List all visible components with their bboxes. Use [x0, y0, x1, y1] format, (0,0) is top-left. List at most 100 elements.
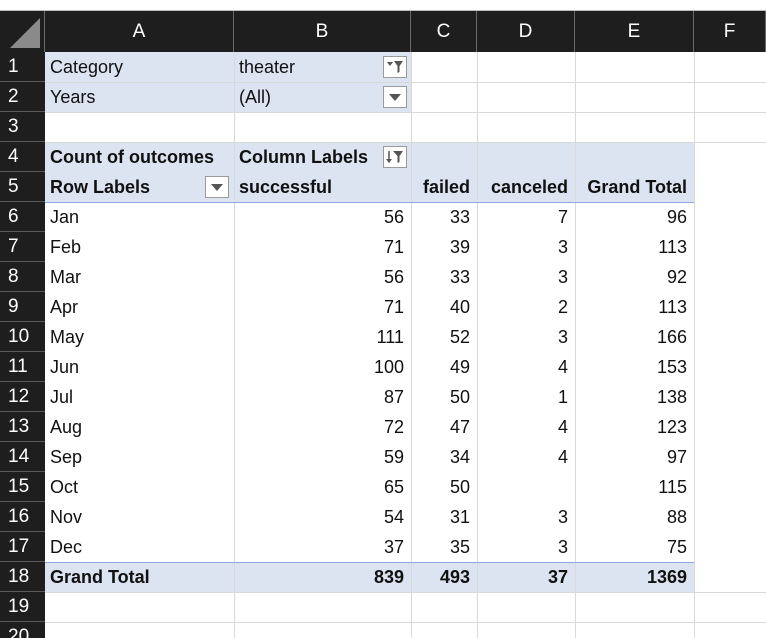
pivot-cell-failed[interactable]: 33	[449, 267, 470, 287]
grand-total-successful[interactable]: 839	[373, 567, 404, 587]
row-header-1[interactable]: 1	[0, 52, 45, 82]
pivot-row-label[interactable]: Jun	[50, 357, 80, 377]
pivot-cell-failed[interactable]: 50	[449, 387, 470, 407]
pivot-cell-canceled[interactable]: 3	[557, 507, 568, 527]
column-labels-filter-button[interactable]	[383, 146, 407, 168]
pivot-row-label[interactable]: Dec	[50, 537, 83, 557]
column-header-d[interactable]: D	[477, 11, 575, 52]
pivot-column-labels[interactable]: Column Labels	[239, 147, 369, 167]
pivot-cell-successful[interactable]: 59	[383, 447, 404, 467]
pivot-cell-successful[interactable]: 56	[383, 267, 404, 287]
pivot-cell-successful[interactable]: 100	[373, 357, 404, 377]
pivot-cell-successful[interactable]: 111	[376, 327, 404, 347]
pivot-cell-successful[interactable]: 72	[383, 417, 404, 437]
pivot-cell-canceled[interactable]: 4	[557, 447, 568, 467]
pivot-cell-total[interactable]: 115	[658, 477, 687, 497]
pivot-cell-failed[interactable]: 50	[449, 477, 470, 497]
column-header-e[interactable]: E	[575, 11, 694, 52]
grand-total-label[interactable]: Grand Total	[50, 567, 150, 587]
row-header-8[interactable]: 8	[0, 262, 45, 292]
pivot-row-label[interactable]: Feb	[50, 237, 82, 257]
pivot-cell-total[interactable]: 166	[656, 327, 687, 347]
pivot-cell-failed[interactable]: 35	[449, 537, 470, 557]
pivot-cell-failed[interactable]: 31	[449, 507, 470, 527]
row-header-2[interactable]: 2	[0, 82, 45, 112]
pivot-cell-successful[interactable]: 65	[383, 477, 404, 497]
row-header-5[interactable]: 5	[0, 172, 45, 202]
pivot-header-failed[interactable]: failed	[422, 177, 470, 197]
pivot-cell-canceled[interactable]: 4	[557, 357, 568, 377]
row-labels-filter-button[interactable]	[205, 176, 229, 198]
filter-category-label[interactable]: Category	[50, 57, 124, 77]
pivot-row-label[interactable]: May	[50, 327, 85, 347]
row-header-9[interactable]: 9	[0, 292, 45, 322]
pivot-cell-total[interactable]: 88	[666, 507, 687, 527]
column-header-f[interactable]: F	[694, 11, 766, 52]
pivot-cell-canceled[interactable]: 3	[557, 267, 568, 287]
select-all-corner[interactable]	[0, 11, 45, 52]
pivot-cell-successful[interactable]: 37	[383, 537, 404, 557]
row-header-15[interactable]: 15	[0, 472, 45, 502]
row-header-17[interactable]: 17	[0, 532, 45, 562]
pivot-cell-total[interactable]: 96	[666, 207, 687, 227]
pivot-cell-failed[interactable]: 47	[449, 417, 470, 437]
pivot-row-label[interactable]: Jan	[50, 207, 80, 227]
pivot-cell-total[interactable]: 75	[666, 537, 687, 557]
filter-category-value[interactable]: theater	[239, 57, 296, 77]
pivot-row-label[interactable]: Nov	[50, 507, 83, 527]
pivot-cell-total[interactable]: 138	[656, 387, 687, 407]
row-header-7[interactable]: 7	[0, 232, 45, 262]
row-header-6[interactable]: 6	[0, 202, 45, 232]
pivot-cell-canceled[interactable]	[477, 472, 575, 502]
pivot-cell-canceled[interactable]: 7	[557, 207, 568, 227]
row-header-20[interactable]: 20	[0, 622, 45, 638]
pivot-row-label[interactable]: Apr	[50, 297, 79, 317]
pivot-header-grand-total[interactable]: Grand Total	[587, 177, 687, 197]
pivot-cell-total[interactable]: 113	[658, 237, 687, 257]
column-header-c[interactable]: C	[411, 11, 477, 52]
row-header-19[interactable]: 19	[0, 592, 45, 622]
row-header-12[interactable]: 12	[0, 382, 45, 412]
row-header-10[interactable]: 10	[0, 322, 45, 352]
pivot-cell-total[interactable]: 92	[666, 267, 687, 287]
pivot-cell-canceled[interactable]: 3	[557, 237, 568, 257]
pivot-row-labels[interactable]: Row Labels	[50, 177, 151, 197]
pivot-cell-total[interactable]: 123	[656, 417, 687, 437]
pivot-row-label[interactable]: Mar	[50, 267, 81, 287]
pivot-cell-canceled[interactable]: 3	[557, 537, 568, 557]
row-header-4[interactable]: 4	[0, 142, 45, 172]
row-header-18[interactable]: 18	[0, 562, 45, 592]
column-header-b[interactable]: B	[234, 11, 411, 52]
grand-total-canceled[interactable]: 37	[547, 567, 568, 587]
row-header-14[interactable]: 14	[0, 442, 45, 472]
pivot-cell-failed[interactable]: 49	[449, 357, 470, 377]
pivot-cell-successful[interactable]: 87	[383, 387, 404, 407]
column-header-a[interactable]: A	[45, 11, 234, 52]
filter-years-value[interactable]: (All)	[239, 87, 271, 107]
grand-total-failed[interactable]: 493	[439, 567, 470, 587]
pivot-cell-failed[interactable]: 34	[449, 447, 470, 467]
row-header-13[interactable]: 13	[0, 412, 45, 442]
pivot-cell-failed[interactable]: 40	[449, 297, 470, 317]
years-filter-button[interactable]	[383, 86, 407, 108]
row-header-16[interactable]: 16	[0, 502, 45, 532]
pivot-cell-successful[interactable]: 54	[383, 507, 404, 527]
pivot-cell-canceled[interactable]: 4	[557, 417, 568, 437]
pivot-header-successful[interactable]: successful	[239, 177, 333, 197]
pivot-value-field-label[interactable]: Count of outcomes	[50, 147, 214, 167]
pivot-row-label[interactable]: Jul	[50, 387, 74, 407]
filter-years-label[interactable]: Years	[50, 87, 96, 107]
grand-total-total[interactable]: 1369	[646, 567, 687, 587]
pivot-cell-canceled[interactable]: 2	[557, 297, 568, 317]
pivot-cell-failed[interactable]: 52	[449, 327, 470, 347]
pivot-cell-failed[interactable]: 39	[449, 237, 470, 257]
pivot-cell-successful[interactable]: 56	[383, 207, 404, 227]
pivot-row-label[interactable]: Sep	[50, 447, 83, 467]
pivot-cell-total[interactable]: 153	[656, 357, 687, 377]
pivot-cell-successful[interactable]: 71	[383, 297, 404, 317]
pivot-cell-canceled[interactable]: 1	[557, 387, 568, 407]
pivot-cell-canceled[interactable]: 3	[557, 327, 568, 347]
pivot-row-label[interactable]: Aug	[50, 417, 83, 437]
pivot-header-canceled[interactable]: canceled	[490, 177, 568, 197]
pivot-cell-total[interactable]: 113	[658, 297, 687, 317]
